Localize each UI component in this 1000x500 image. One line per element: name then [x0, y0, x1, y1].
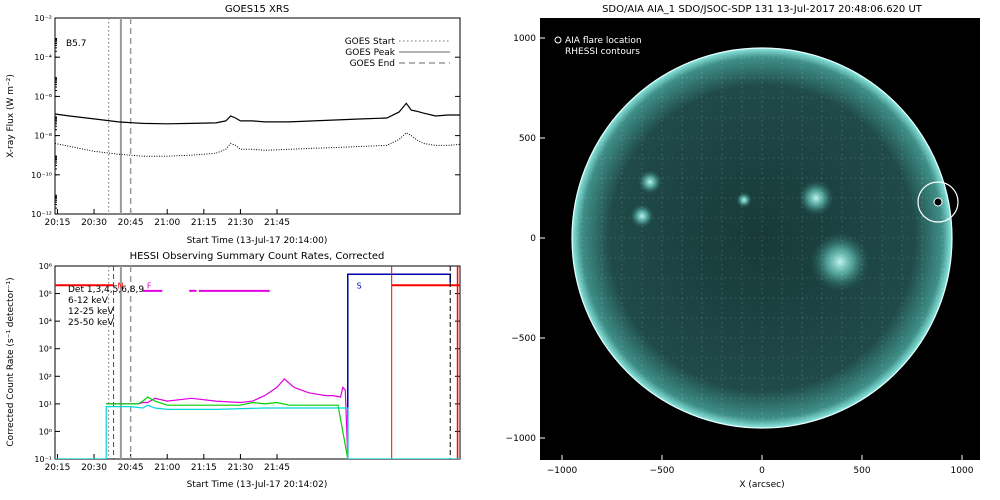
goes-title: GOES15 XRS	[225, 4, 289, 15]
aia-y-tick-label: −500	[511, 334, 536, 344]
hessi-plot-frame	[54, 265, 461, 460]
active-region	[736, 192, 752, 208]
active-region	[810, 232, 870, 292]
hessi-y-tick-label: 10⁶	[39, 262, 52, 271]
hessi-y-tick-label: 10³	[39, 345, 52, 354]
hessi-flag-label: N	[118, 281, 124, 290]
hessi-x-tick-label: 21:30	[227, 463, 253, 473]
goes-y-axis-label: X-ray Flux (W m⁻²)	[6, 74, 16, 158]
goes-y-tick-label: 10⁻²	[34, 14, 52, 23]
aia-legend-flare: AIA flare location	[565, 36, 642, 46]
flare-location-marker	[933, 197, 943, 207]
hessi-series-12-25-kev	[106, 396, 349, 459]
aia-legend: AIA flare location RHESSI contours	[554, 36, 642, 57]
active-region	[630, 204, 654, 228]
hessi-x-tick-label: 20:45	[118, 463, 144, 473]
aia-legend-rhessi: RHESSI contours	[565, 47, 640, 57]
aia-x-tick-label: 500	[853, 466, 870, 476]
goes-y-tick-label: 10⁻⁸	[34, 132, 52, 141]
hessi-x-tick-label: 21:15	[191, 463, 217, 473]
hessi-series-25-50-kev	[55, 404, 460, 459]
goes-legend: GOES Start GOES Peak GOES End	[345, 37, 450, 69]
goes-y-tick-label: 10⁻⁶	[34, 92, 52, 101]
goes-y-tick-label: 10⁻⁴	[34, 53, 52, 62]
goes-x-tick-label: 21:30	[227, 218, 253, 228]
goes-x-tick-label: 20:45	[118, 218, 144, 228]
hessi-y-tick-label: 10¹	[39, 400, 52, 409]
hessi-y-tick-label: 10⁵	[39, 290, 52, 299]
hessi-y-tick-label: 10²	[39, 372, 52, 381]
hessi-x-tick-label: 20:15	[44, 463, 70, 473]
goes-plot-frame	[54, 17, 461, 215]
hessi-x-tick-label: 20:30	[81, 463, 107, 473]
goes-x-tick-label: 21:15	[191, 218, 217, 228]
aia-y-tick-label: 0	[530, 234, 536, 244]
aia-x-tick-label: −1000	[547, 466, 578, 476]
hessi-title: HESSI Observing Summary Count Rates, Cor…	[130, 251, 385, 262]
hessi-legend-6-12: 6-12 keV	[68, 296, 109, 306]
goes-x-tick-label: 21:00	[154, 218, 180, 228]
aia-x-tick-label: −500	[650, 466, 675, 476]
aia-x-axis-label: X (arcsec)	[739, 480, 784, 490]
hessi-x-tick-label: 21:00	[154, 463, 180, 473]
aia-y-tick-label: 1000	[513, 34, 536, 44]
active-region	[638, 170, 662, 194]
goes-panel: GOES15 XRS 10⁻¹² 10⁻¹⁰ 10⁻⁸ 10⁻⁶ 10⁻⁴ 10⁻² 20…	[6, 4, 461, 246]
aia-panel: SDO/AIA AIA_1 SDO/JSOC-SDP 131 13-Jul-20…	[506, 4, 980, 490]
aia-y-tick-label: 500	[519, 134, 536, 144]
aia-title: SDO/AIA AIA_1 SDO/JSOC-SDP 131 13-Jul-20…	[602, 4, 923, 15]
goes-short-channel-line	[55, 132, 460, 157]
flare-location-legend-icon	[554, 36, 562, 44]
goes-x-tick-label: 20:30	[81, 218, 107, 228]
hessi-series-6-12-kev	[106, 378, 349, 459]
solar-disk	[572, 48, 952, 428]
hessi-flag-label: S	[357, 281, 362, 290]
goes-x-tick-label: 20:15	[44, 218, 70, 228]
hessi-panel: HESSI Observing Summary Count Rates, Cor…	[6, 251, 461, 490]
hessi-y-tick-label: 10⁴	[39, 317, 52, 326]
goes-x-axis-label: Start Time (13-Jul-17 20:14:00)	[187, 236, 328, 246]
goes-legend-start: GOES Start	[345, 37, 396, 47]
hessi-y-tick-label: 10⁰	[39, 427, 52, 436]
goes-y-tick-label: 10⁻¹⁰	[31, 171, 52, 180]
aia-x-tick-label: 0	[759, 466, 765, 476]
solar-limb	[571, 47, 953, 429]
goes-long-channel-line	[55, 102, 460, 125]
hessi-saa-bar	[347, 273, 451, 459]
goes-legend-end: GOES End	[350, 59, 395, 69]
hessi-y-axis-label: Corrected Count Rate (s⁻¹ detector⁻¹)	[6, 277, 16, 446]
goes-annotation: B5.7	[66, 39, 87, 49]
goes-legend-peak: GOES Peak	[345, 48, 395, 58]
aia-y-tick-label: −1000	[506, 434, 537, 444]
hessi-legend-det: Det 1,3,4,5,6,8,9	[68, 285, 144, 295]
hessi-x-axis-label: Start Time (13-Jul-17 20:14:02)	[187, 480, 328, 490]
goes-y-tick-label: 10⁻¹²	[31, 210, 52, 219]
hessi-flag-label: F	[147, 281, 152, 290]
aia-x-tick-label: 1000	[951, 466, 974, 476]
hessi-x-tick-label: 21:45	[264, 463, 290, 473]
hessi-legend-25-50: 25-50 keV	[68, 318, 114, 328]
hessi-legend-12-25: 12-25 keV	[68, 307, 114, 317]
flare-region-circle	[917, 181, 959, 223]
hessi-y-tick-label: 10⁻¹	[34, 455, 52, 464]
goes-x-tick-label: 21:45	[264, 218, 290, 228]
hessi-legend: Det 1,3,4,5,6,8,9 6-12 keV 12-25 keV 25-…	[68, 285, 144, 328]
active-region	[798, 180, 834, 216]
